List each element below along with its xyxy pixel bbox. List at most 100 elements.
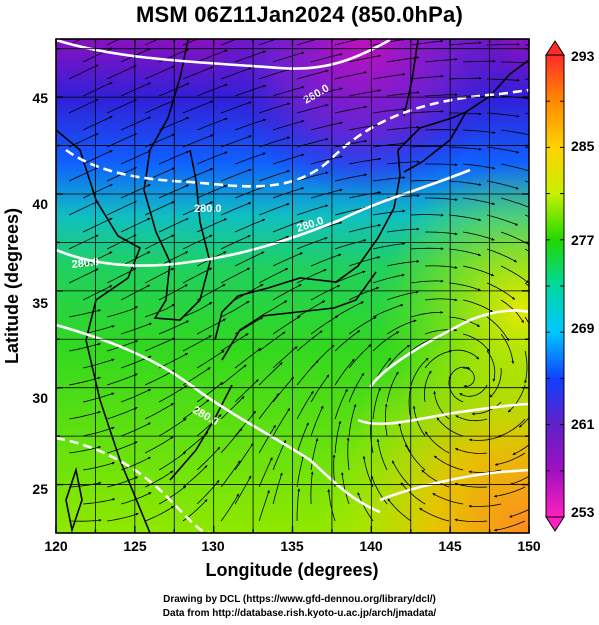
streamline <box>386 371 399 403</box>
streamline <box>196 117 228 131</box>
streamline <box>449 248 482 257</box>
streamline <box>296 360 319 386</box>
streamline <box>487 146 520 154</box>
streamline <box>487 180 519 190</box>
coastlines <box>56 39 529 533</box>
streamline <box>272 376 294 403</box>
streamline <box>449 282 481 291</box>
streamline <box>387 498 412 522</box>
streamline <box>272 284 302 301</box>
streamline <box>107 512 139 522</box>
streamline <box>348 286 380 301</box>
streamline <box>310 188 343 199</box>
streamline <box>449 214 482 222</box>
streamline <box>196 382 224 403</box>
streamline <box>120 217 151 233</box>
streamline <box>272 252 303 267</box>
streamline <box>158 284 188 301</box>
streamline <box>501 61 529 64</box>
streamline <box>144 133 176 148</box>
streamline <box>144 505 175 522</box>
streamline <box>387 125 420 131</box>
streamline <box>373 107 406 114</box>
streamline <box>82 285 113 301</box>
streamline <box>454 518 488 522</box>
y-tick-40: 40 <box>32 196 48 212</box>
japan-south-coast <box>221 271 377 361</box>
streamline <box>487 42 520 46</box>
streamline <box>106 407 138 420</box>
streamline <box>83 461 115 471</box>
streamline <box>144 65 176 80</box>
streamline <box>106 441 138 454</box>
streamline <box>436 417 464 437</box>
streamline <box>296 103 329 114</box>
streamline <box>372 387 381 420</box>
streamline <box>234 347 262 369</box>
streamline <box>258 68 291 80</box>
isotherm-low-loop <box>368 309 529 389</box>
streamline <box>120 422 151 437</box>
contour-label-3: 280.0 <box>71 256 100 271</box>
streamline <box>69 481 102 488</box>
streamline <box>349 191 382 199</box>
streamline <box>220 202 252 216</box>
streamline <box>524 316 529 325</box>
streamline <box>106 373 138 386</box>
streamline <box>310 155 343 165</box>
streamline <box>158 251 189 267</box>
streamline <box>106 39 121 46</box>
streamline <box>234 152 266 165</box>
streamline <box>144 303 175 318</box>
streamline <box>296 171 329 182</box>
streamline <box>182 335 212 352</box>
streamline <box>106 99 137 114</box>
colorbar-arrow-max <box>545 40 565 56</box>
isotherm-280 <box>56 323 381 514</box>
streamline <box>296 455 305 488</box>
streamline <box>106 306 138 318</box>
streamline <box>387 56 420 63</box>
streamline <box>334 388 348 420</box>
streamline <box>463 265 495 277</box>
streamline <box>106 133 137 148</box>
streamline <box>196 446 221 471</box>
streamline <box>334 206 367 216</box>
streamline <box>120 116 151 131</box>
streamline <box>68 64 99 80</box>
streamline <box>158 485 187 505</box>
streamline <box>493 486 526 498</box>
streamline <box>334 39 367 46</box>
streamline <box>509 508 529 518</box>
y-tick-35: 35 <box>32 295 48 311</box>
streamline <box>455 448 488 454</box>
streamline <box>448 375 464 403</box>
streamline <box>411 247 444 251</box>
streamline <box>471 401 502 416</box>
streamline <box>68 268 99 284</box>
streamline <box>310 471 314 505</box>
streamline <box>357 492 374 522</box>
streamline <box>423 370 432 403</box>
colorbar-label-269: 269 <box>571 320 595 336</box>
streamline <box>487 78 520 82</box>
streamline <box>196 185 228 199</box>
streamline <box>498 418 526 438</box>
streamline <box>335 173 368 182</box>
streamline <box>500 333 515 364</box>
streamline <box>387 227 420 233</box>
streamline <box>486 316 509 342</box>
streamline <box>120 184 151 199</box>
streamline <box>258 362 283 386</box>
streamline <box>234 118 266 131</box>
streamline <box>369 420 374 454</box>
streamline <box>410 357 429 386</box>
streamline <box>258 300 288 318</box>
streamline <box>373 73 406 80</box>
credits-drawing: Drawing by DCL (https://www.gfd-dennou.o… <box>163 594 436 605</box>
streamline <box>234 442 254 471</box>
streamline <box>158 217 189 233</box>
streamline <box>524 350 528 384</box>
streamline <box>405 444 426 471</box>
